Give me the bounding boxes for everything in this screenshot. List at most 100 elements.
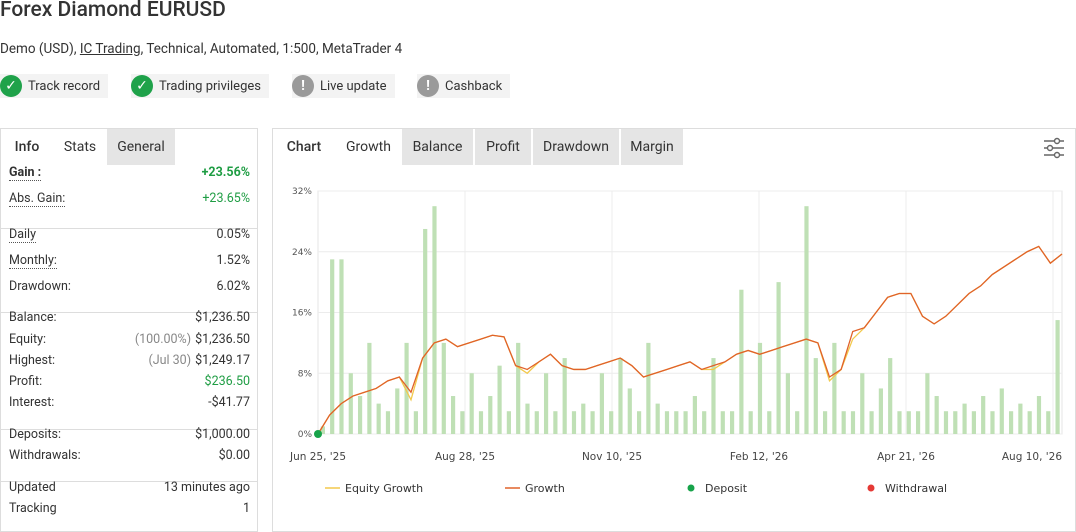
- title: Forex Diamond EURUSD: [0, 0, 226, 22]
- bar: [609, 411, 614, 434]
- bar: [1018, 403, 1023, 434]
- stat-row: Daily 0.05%: [9, 227, 250, 243]
- stat-value-wrap: 6.02%: [216, 279, 250, 294]
- stat-value-wrap: 0.05%: [216, 227, 250, 243]
- series-line: [317, 245, 1063, 435]
- bar: [720, 411, 725, 434]
- x-tick-label: Aug 28, '25: [435, 451, 495, 463]
- stat-row: Highest: (Jul 30) $1,249.17: [9, 353, 250, 368]
- settings-icon[interactable]: [1043, 137, 1065, 159]
- bar: [767, 411, 772, 434]
- bar: [850, 411, 856, 434]
- stat-label: Interest:: [9, 395, 55, 410]
- bar: [441, 342, 446, 434]
- bar: [534, 411, 539, 434]
- stat-value-wrap: $0.00: [219, 448, 250, 463]
- stat-value-wrap: -$41.77: [208, 395, 250, 410]
- bar: [581, 403, 586, 434]
- bar: [999, 388, 1004, 434]
- stats-panel: Info Stats General Gain : +23.56% Abs. Gain: +…: [0, 128, 258, 532]
- bar: [571, 411, 577, 434]
- bar: [729, 411, 735, 434]
- bar: [841, 411, 846, 434]
- stat-value-wrap: 1: [243, 501, 250, 516]
- stat-row: Gain : +23.56%: [9, 165, 250, 181]
- stat-value-wrap: 1.52%: [216, 253, 250, 269]
- bar: [646, 342, 651, 434]
- tab[interactable]: Info: [1, 129, 53, 165]
- stat-value: +23.56%: [201, 165, 250, 180]
- bar: [395, 388, 400, 434]
- broker-link[interactable]: IC Trading: [79, 41, 141, 57]
- badge-icon: !: [292, 75, 314, 97]
- bar: [934, 396, 939, 434]
- stat-label: Deposits:: [9, 427, 62, 442]
- tab[interactable]: Drawdown: [533, 129, 619, 165]
- bar: [460, 411, 465, 434]
- tab[interactable]: General: [107, 129, 175, 165]
- bar: [450, 396, 456, 434]
- badge-icon: ✓: [131, 75, 153, 97]
- bar: [711, 358, 716, 434]
- bar: [339, 259, 344, 434]
- y-tick-label: 16%: [292, 309, 312, 319]
- bar: [943, 411, 949, 434]
- bar: [376, 403, 381, 434]
- stat-row: Deposits: $1,000.00: [9, 427, 250, 442]
- stat-label: Tracking: [9, 501, 57, 516]
- tab[interactable]: Margin: [621, 129, 683, 165]
- subtitle-text: Demo (USD),: [0, 41, 80, 57]
- x-tick-label: Feb 12, '26: [730, 451, 789, 463]
- badge-icon: ✓: [0, 75, 22, 97]
- stat-value: 1.52%: [216, 253, 250, 268]
- stat-label: Updated: [9, 480, 56, 495]
- badge-label: Cashback: [445, 78, 503, 94]
- stat-value: $1,236.50: [195, 310, 250, 325]
- legend-swatch: [867, 484, 875, 492]
- legend-label: Equity Growth: [345, 482, 423, 495]
- stat-row: Withdrawals: $0.00: [9, 448, 250, 463]
- marker: [314, 430, 322, 438]
- tab[interactable]: Growth: [335, 129, 402, 165]
- stat-value-wrap: $1,000.00: [195, 427, 250, 442]
- bar: [906, 411, 911, 434]
- y-tick-label: 24%: [292, 248, 312, 258]
- bar: [330, 259, 335, 434]
- bar: [785, 373, 790, 434]
- tab[interactable]: Chart: [273, 129, 335, 165]
- bar: [525, 403, 530, 434]
- stat-label: Equity:: [9, 332, 47, 347]
- stat-row: Abs. Gain: +23.65%: [9, 191, 250, 207]
- tab[interactable]: Balance: [402, 129, 473, 165]
- bar: [553, 411, 558, 434]
- legend-label: Deposit: [705, 482, 748, 495]
- stat-row: Monthly: 1.52%: [9, 253, 250, 269]
- bar: [543, 373, 549, 434]
- bar: [1027, 411, 1032, 434]
- stat-value-wrap: +23.65%: [202, 191, 250, 207]
- bar: [385, 411, 391, 434]
- tab[interactable]: Profit: [475, 129, 531, 165]
- bar: [478, 411, 484, 434]
- bar: [320, 426, 325, 434]
- separator: [1, 228, 258, 229]
- stat-value-wrap: +23.56%: [202, 165, 250, 181]
- bar: [562, 358, 567, 434]
- stat-row: Updated 13 minutes ago: [9, 480, 250, 495]
- bar: [971, 411, 976, 434]
- separator: [1, 481, 258, 482]
- stat-label: Gain :: [9, 165, 42, 181]
- bar: [739, 289, 744, 434]
- stat-value: 13 minutes ago: [163, 480, 250, 495]
- legend-label: Withdrawal: [885, 482, 947, 495]
- x-tick-label: Nov 10, '25: [582, 451, 642, 463]
- stat-value: -$41.77: [208, 395, 250, 410]
- bar: [516, 342, 521, 434]
- badge-label: Trading privileges: [159, 78, 261, 94]
- bar: [776, 282, 781, 434]
- bar: [1046, 411, 1051, 434]
- stat-row: Interest: -$41.77: [9, 395, 250, 410]
- tab[interactable]: Stats: [53, 129, 107, 165]
- stat-row: Drawdown: 6.02%: [9, 279, 250, 294]
